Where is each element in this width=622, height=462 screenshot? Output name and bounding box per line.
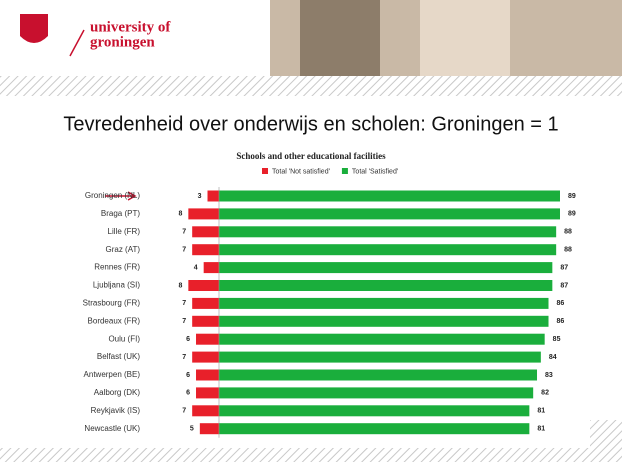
value-label: 7 [182, 408, 186, 415]
category-label: Oulu (FI) [108, 334, 140, 343]
category-label: Reykjavik (IS) [91, 406, 141, 415]
bar [203, 262, 219, 274]
bar [219, 423, 530, 435]
bar [192, 315, 219, 327]
category-label: Aalborg (DK) [94, 388, 141, 397]
value-label: 83 [545, 372, 553, 379]
bar [219, 315, 549, 327]
header-photo [300, 0, 380, 76]
bar [192, 226, 219, 238]
logo-crest [20, 14, 48, 43]
category-label: Antwerpen (BE) [84, 370, 141, 379]
category-label: Ljubljana (SI) [93, 281, 140, 290]
chart-title: Schools and other educational facilities [236, 151, 386, 161]
value-label: 7 [182, 318, 186, 325]
bar [219, 208, 560, 220]
bar [199, 423, 219, 435]
value-label: 88 [564, 229, 572, 236]
category-label: Graz (AT) [105, 245, 140, 254]
bar [219, 244, 557, 256]
legend-label: Total 'Satisfied' [352, 168, 398, 175]
value-label: 87 [560, 282, 568, 289]
value-label: 8 [178, 282, 182, 289]
bar [192, 405, 219, 417]
bar [219, 190, 560, 202]
value-label: 4 [194, 264, 198, 271]
bar [196, 369, 219, 381]
slide-title: Tevredenheid over onderwijs en scholen: … [63, 113, 558, 135]
bar [219, 280, 553, 291]
value-label: 5 [190, 426, 194, 433]
category-label: Rennes (FR) [94, 263, 140, 272]
category-label: Strasbourg (FR) [83, 299, 141, 308]
category-label: Bordeaux (FR) [88, 316, 141, 325]
value-label: 7 [182, 354, 186, 361]
value-label: 6 [186, 372, 190, 379]
value-label: 7 [182, 300, 186, 307]
highlight-arrow [105, 191, 137, 201]
logo-slash [69, 29, 85, 57]
category-label: Lille (FR) [108, 227, 141, 236]
value-label: 89 [568, 211, 576, 218]
bar [188, 280, 219, 291]
value-label: 7 [182, 247, 186, 254]
logo-text: university of [90, 19, 171, 35]
value-label: 6 [186, 390, 190, 397]
value-label: 82 [541, 390, 549, 397]
hatch-band [0, 76, 622, 96]
value-label: 81 [537, 408, 545, 415]
category-label: Newcastle (UK) [84, 424, 140, 433]
bar [219, 262, 553, 274]
header-photo [420, 0, 510, 76]
bar [188, 208, 219, 220]
value-label: 89 [568, 193, 576, 200]
value-label: 88 [564, 247, 572, 254]
value-label: 86 [557, 318, 565, 325]
bar [219, 387, 534, 399]
bar [192, 351, 219, 363]
bar [192, 297, 219, 309]
category-label: Groningen (NL) [85, 191, 140, 200]
value-label: 8 [178, 211, 182, 218]
category-label: Belfast (UK) [97, 352, 140, 361]
bar [219, 333, 545, 345]
hatch-band [0, 448, 622, 462]
value-label: 85 [553, 336, 561, 343]
bar [192, 244, 219, 256]
value-label: 7 [182, 229, 186, 236]
value-label: 84 [549, 354, 557, 361]
bar [196, 333, 219, 345]
bar [207, 190, 219, 202]
hatch-band [590, 420, 622, 448]
bar [219, 226, 557, 238]
category-label: Braga (PT) [101, 209, 140, 218]
logo-text: groningen [90, 34, 155, 50]
bar [219, 369, 538, 381]
bar [219, 351, 541, 363]
value-label: 3 [198, 193, 202, 200]
legend-swatch [262, 168, 268, 174]
value-label: 81 [537, 426, 545, 433]
bar [219, 297, 549, 309]
value-label: 87 [560, 264, 568, 271]
legend-label: Total 'Not satisfied' [272, 168, 330, 175]
value-label: 6 [186, 336, 190, 343]
bar [219, 405, 530, 417]
bar [196, 387, 219, 399]
value-label: 86 [557, 300, 565, 307]
legend-swatch [341, 168, 348, 174]
